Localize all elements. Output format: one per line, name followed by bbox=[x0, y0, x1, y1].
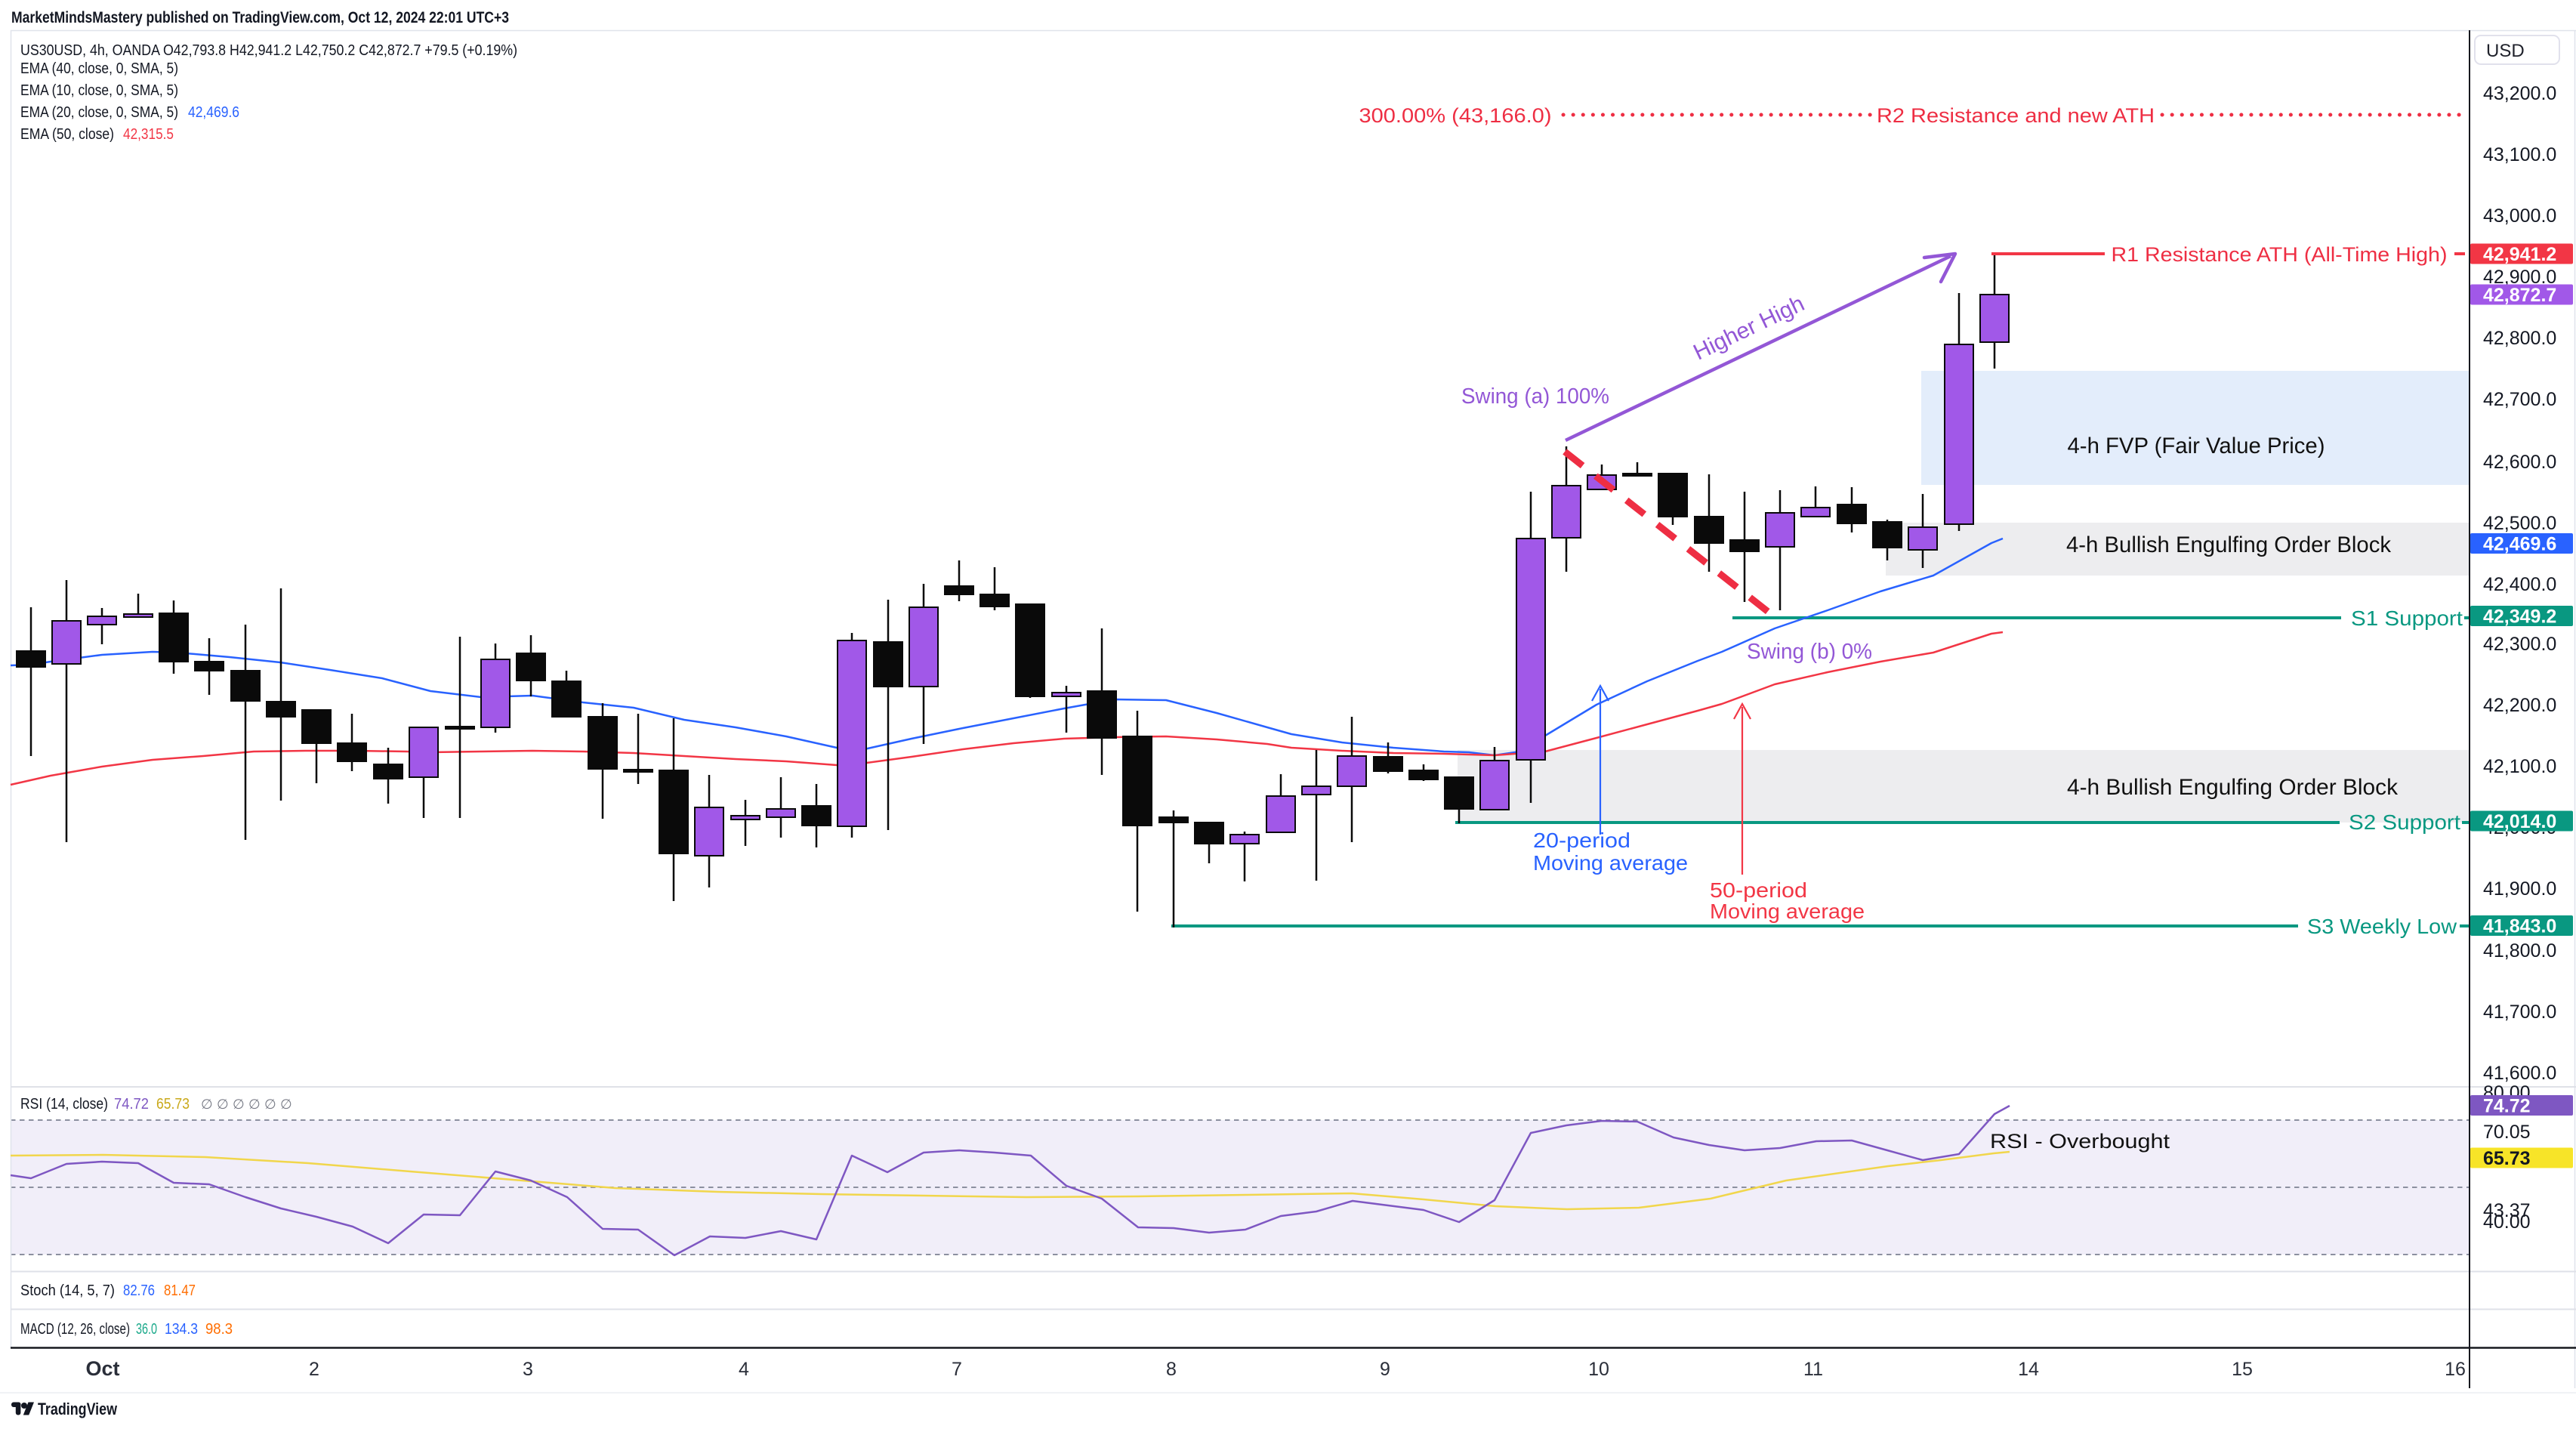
svg-text:65.73: 65.73 bbox=[156, 1096, 190, 1113]
svg-text:USD: USD bbox=[2486, 41, 2525, 61]
svg-text:10: 10 bbox=[1588, 1359, 1609, 1380]
svg-text:65.73: 65.73 bbox=[2483, 1148, 2531, 1169]
svg-text:15: 15 bbox=[2232, 1359, 2253, 1380]
svg-text:9: 9 bbox=[1380, 1359, 1390, 1380]
svg-text:4-h Bullish Engulfing Order Bl: 4-h Bullish Engulfing Order Block bbox=[2066, 532, 2392, 557]
svg-text:Moving average: Moving average bbox=[1710, 900, 1865, 923]
svg-text:Swing (b) 0%: Swing (b) 0% bbox=[1747, 640, 1872, 664]
svg-text:EMA (20, close, 0, SMA, 5): EMA (20, close, 0, SMA, 5) bbox=[20, 104, 178, 121]
svg-text:42,900.0: 42,900.0 bbox=[2483, 267, 2556, 288]
svg-text:42,600.0: 42,600.0 bbox=[2483, 452, 2556, 473]
svg-text:MarketMindsMastery published o: MarketMindsMastery published on TradingV… bbox=[11, 9, 509, 26]
svg-text:US30USD, 4h, OANDA O42,793.8: US30USD, 4h, OANDA O42,793.8 H42,941.2 L… bbox=[20, 42, 517, 59]
svg-text:98.3: 98.3 bbox=[205, 1321, 233, 1338]
svg-text:134.3: 134.3 bbox=[165, 1321, 198, 1338]
svg-text:42,200.0: 42,200.0 bbox=[2483, 695, 2556, 716]
svg-text:4-h Bullish Engulfing Order Bl: 4-h Bullish Engulfing Order Block bbox=[2067, 775, 2399, 800]
svg-text:RSI (14, close): RSI (14, close) bbox=[20, 1096, 108, 1113]
svg-text:41,900.0: 41,900.0 bbox=[2483, 878, 2556, 900]
svg-text:36.0: 36.0 bbox=[136, 1321, 157, 1338]
svg-text:3: 3 bbox=[523, 1359, 533, 1380]
svg-text:81.47: 81.47 bbox=[164, 1282, 196, 1299]
svg-text:EMA (10, close, 0, SMA, 5): EMA (10, close, 0, SMA, 5) bbox=[20, 82, 178, 99]
svg-text:4-h FVP (Fair Value Price): 4-h FVP (Fair Value Price) bbox=[2068, 434, 2325, 458]
svg-text:∅: ∅ bbox=[233, 1097, 245, 1112]
svg-text:Stoch (14, 5, 7): Stoch (14, 5, 7) bbox=[20, 1282, 115, 1299]
svg-text:2: 2 bbox=[309, 1359, 319, 1380]
svg-text:42,100.0: 42,100.0 bbox=[2483, 756, 2556, 777]
svg-text:∅: ∅ bbox=[264, 1097, 276, 1112]
svg-text:EMA (40, close, 0, SMA, 5): EMA (40, close, 0, SMA, 5) bbox=[20, 60, 178, 77]
svg-text:11: 11 bbox=[1803, 1359, 1823, 1380]
svg-text:42,800.0: 42,800.0 bbox=[2483, 328, 2556, 349]
svg-text:TradingView: TradingView bbox=[38, 1400, 118, 1418]
svg-text:MACD (12, 26, close): MACD (12, 26, close) bbox=[20, 1321, 130, 1338]
svg-text:Oct: Oct bbox=[85, 1357, 119, 1380]
svg-text:41,800.0: 41,800.0 bbox=[2483, 940, 2556, 961]
svg-text:41,600.0: 41,600.0 bbox=[2483, 1063, 2556, 1084]
svg-text:74.72: 74.72 bbox=[114, 1096, 149, 1113]
svg-text:43,200.0: 43,200.0 bbox=[2483, 83, 2556, 104]
svg-text:40.00: 40.00 bbox=[2483, 1211, 2531, 1233]
svg-text:EMA (50, close): EMA (50, close) bbox=[20, 126, 114, 143]
svg-text:R2 Resistance and new ATH: R2 Resistance and new ATH bbox=[1877, 104, 2155, 127]
svg-text:41,700.0: 41,700.0 bbox=[2483, 1002, 2556, 1023]
svg-text:7: 7 bbox=[952, 1359, 962, 1380]
svg-text:S1 Support: S1 Support bbox=[2351, 606, 2463, 630]
svg-text:43,000.0: 43,000.0 bbox=[2483, 205, 2556, 227]
svg-text:43.37: 43.37 bbox=[2483, 1200, 2531, 1221]
svg-text:14: 14 bbox=[2018, 1359, 2039, 1380]
svg-text:42,872.7: 42,872.7 bbox=[2483, 285, 2556, 306]
svg-text:50-period: 50-period bbox=[1710, 878, 1807, 902]
svg-text:42,300.0: 42,300.0 bbox=[2483, 634, 2556, 655]
svg-text:42,469.6: 42,469.6 bbox=[188, 104, 239, 121]
svg-text:42,941.2: 42,941.2 bbox=[2483, 244, 2556, 265]
svg-text:74.72: 74.72 bbox=[2483, 1096, 2531, 1117]
svg-text:Swing (a) 100%: Swing (a) 100% bbox=[1461, 384, 1609, 409]
svg-text:8: 8 bbox=[1166, 1359, 1177, 1380]
svg-text:300.00% (43,166.0): 300.00% (43,166.0) bbox=[1359, 104, 1552, 127]
svg-text:S3 Weekly Low: S3 Weekly Low bbox=[2307, 915, 2457, 938]
svg-text:R1 Resistance ATH (All-Time Hi: R1 Resistance ATH (All-Time High) bbox=[2112, 243, 2448, 266]
svg-text:20-period: 20-period bbox=[1533, 829, 1630, 852]
svg-text:RSI - Overbought: RSI - Overbought bbox=[1990, 1130, 2170, 1153]
svg-text:∅: ∅ bbox=[217, 1097, 229, 1112]
svg-text:∅: ∅ bbox=[201, 1097, 213, 1112]
svg-text:42,400.0: 42,400.0 bbox=[2483, 574, 2556, 595]
svg-text:42,500.0: 42,500.0 bbox=[2483, 513, 2556, 534]
svg-text:∅: ∅ bbox=[248, 1097, 261, 1112]
svg-text:4: 4 bbox=[739, 1359, 749, 1380]
svg-text:42,349.2: 42,349.2 bbox=[2483, 606, 2556, 628]
svg-text:16: 16 bbox=[2445, 1359, 2466, 1380]
svg-text:42,469.6: 42,469.6 bbox=[2483, 534, 2556, 555]
svg-text:Moving average: Moving average bbox=[1533, 851, 1688, 875]
svg-text:42,315.5: 42,315.5 bbox=[123, 126, 174, 143]
svg-text:∅: ∅ bbox=[280, 1097, 292, 1112]
svg-text:82.76: 82.76 bbox=[123, 1282, 155, 1299]
svg-text:42,700.0: 42,700.0 bbox=[2483, 389, 2556, 410]
svg-text:43,100.0: 43,100.0 bbox=[2483, 144, 2556, 165]
svg-text:42,014.0: 42,014.0 bbox=[2483, 811, 2556, 832]
svg-text:S2 Support: S2 Support bbox=[2349, 810, 2460, 834]
svg-text:41,843.0: 41,843.0 bbox=[2483, 916, 2556, 937]
svg-text:70.05: 70.05 bbox=[2483, 1122, 2531, 1143]
